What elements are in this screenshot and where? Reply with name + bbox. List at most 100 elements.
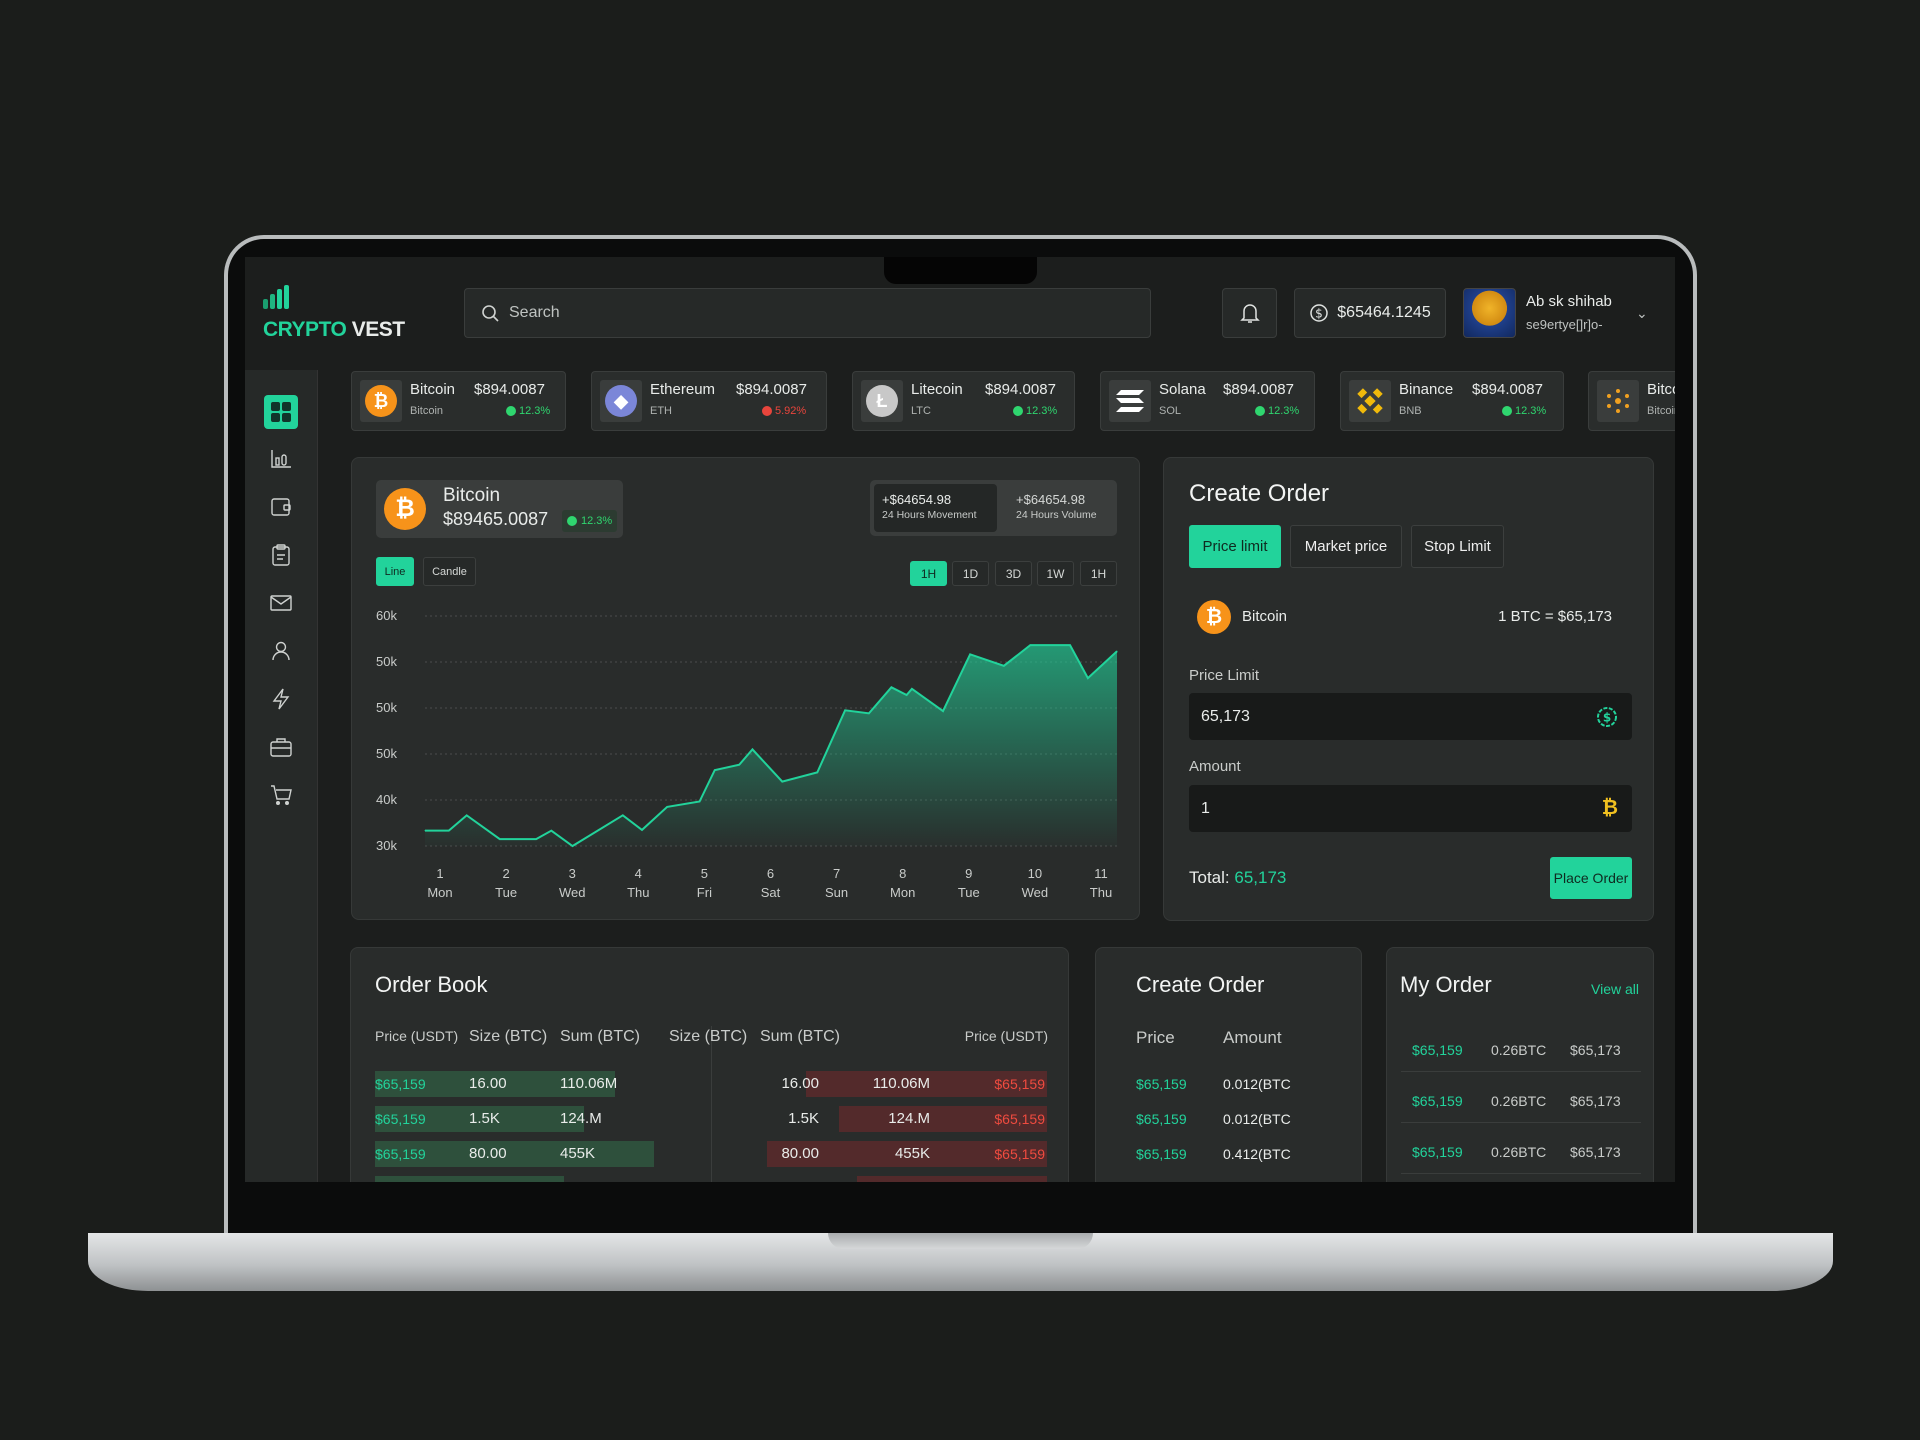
ask-size: 16.00 [781,1075,819,1092]
data-point [969,653,971,655]
litecoin-icon: Ł [866,385,898,417]
coin-change: 12.3% [1013,405,1057,417]
bid-depth-bar [375,1106,584,1132]
ask-price[interactable]: $65,159 [994,1111,1045,1127]
x-tick-label: 6 Sat [746,864,796,902]
arrow-up-icon [506,406,516,416]
x-tick-weekday: Sat [760,885,781,900]
column-header: Amount [1223,1028,1282,1047]
order-price: $65,159 [1136,1146,1187,1162]
sidebar-item-profile[interactable] [264,634,298,668]
ask-depth-bar [857,1176,1047,1182]
timeframe-1h-alt[interactable]: 1H [1080,561,1117,586]
coin-card-litecoin[interactable]: Ł Litecoin LTC $894.0087 12.3% [852,371,1075,431]
avatar[interactable] [1463,288,1516,338]
notifications-button[interactable] [1222,288,1277,338]
bid-price[interactable]: $65,159 [375,1076,426,1092]
x-tick-weekday: Thu [627,885,650,900]
sidebar-item-wallet[interactable] [264,490,298,524]
row-separator [1401,1071,1641,1072]
balance-display[interactable]: $ $65464.1245 [1294,288,1446,338]
sidebar-item-reports[interactable] [264,538,298,572]
order-price: $65,159 [1136,1111,1187,1127]
bid-price[interactable]: $65,159 [375,1176,426,1182]
ethereum-icon: ◆ [605,385,637,417]
coin-name: Bitcoin [410,381,456,398]
bid-depth-bar [375,1176,564,1182]
data-point [906,694,908,696]
timeframe-1h[interactable]: 1H [910,561,947,586]
coin-price: $894.0087 [985,381,1056,398]
amount-input[interactable]: 1 ₿ [1189,785,1632,832]
bid-price[interactable]: $65,159 [375,1111,426,1127]
x-tick-weekday: Thu [1089,885,1113,900]
x-tick-label: 2 Tue [481,864,531,902]
balance-value: $65464.1245 [1337,304,1431,321]
ask-size: 1.5K [788,1110,819,1127]
timeframe-3d[interactable]: 3D [995,561,1032,586]
view-all-link[interactable]: View all [1591,981,1639,997]
coin-price: $894.0087 [474,381,545,398]
data-point [942,710,944,712]
my-order-total: $65,173 [1570,1093,1621,1109]
coin-name: Litecoin [911,381,963,398]
data-point [466,814,468,816]
sidebar-item-activity[interactable] [264,682,298,716]
price-chart-panel: ₿ Bitcoin $89465.0087 12.3% +$64654.98 2… [351,457,1140,920]
movement-label: 24 Hours Movement [882,509,977,521]
coin-card-solana[interactable]: Solana SOL $894.0087 12.3% [1100,371,1315,431]
my-order-price[interactable]: $65,159 [1412,1144,1463,1160]
timeframe-1d[interactable]: 1D [952,561,989,586]
coin-card-bitcoin[interactable]: ₿ Bitcoin Bitcoin $894.0087 12.3% [351,371,566,431]
ask-price[interactable]: $65,159 [994,1176,1045,1182]
x-tick-day: 11 [1094,866,1108,881]
x-tick-day: 3 [568,866,576,881]
my-order-price[interactable]: $65,159 [1412,1042,1463,1058]
data-point [868,712,870,714]
wallet-icon [271,498,291,516]
mail-icon [270,595,292,611]
coin-card-binance[interactable]: Binance BNB $894.0087 12.3% [1340,371,1564,431]
order-book-panel: Order Book Price (USDT) Size (BTC) Sum (… [350,947,1069,1182]
place-order-button[interactable]: Place Order [1550,857,1632,899]
sidebar-item-messages[interactable] [264,586,298,620]
svg-text:$: $ [1315,307,1323,321]
sidebar-item-portfolio[interactable] [264,730,298,764]
ask-price[interactable]: $65,159 [994,1146,1045,1162]
tab-market-price[interactable]: Market price [1290,525,1402,568]
coin-change: 12.3% [506,405,550,417]
search-input[interactable]: Search [464,288,1151,338]
column-header: Sum (BTC) [560,1028,640,1045]
panel-title: Order Book [375,972,488,997]
coin-card-bitcoin-2[interactable]: Bitcoin Bitcoin [1588,371,1675,431]
my-order-price[interactable]: $65,159 [1412,1093,1463,1109]
tab-price-limit[interactable]: Price limit [1189,525,1281,568]
ask-depth-bar [839,1106,1047,1132]
sidebar-item-analytics[interactable] [264,442,298,476]
coin-card-ethereum[interactable]: ◆ Ethereum ETH $894.0087 5.92% [591,371,827,431]
sidebar-item-dashboard[interactable] [264,395,298,429]
chevron-down-icon[interactable]: ⌄ [1636,305,1648,321]
x-tick-label: 9 Tue [944,864,994,902]
coin-symbol: Bitcoin [410,405,444,417]
chart-type-candle[interactable]: Candle [423,557,476,586]
data-point [1116,650,1118,652]
timeframe-1w[interactable]: 1W [1037,561,1074,586]
bid-sum: 455K [560,1145,596,1162]
my-order-amount: 0.26BTC [1491,1093,1547,1109]
price-chart [424,615,1118,848]
x-tick-weekday: Wed [1021,885,1049,900]
ask-size: 45.22 [781,1176,819,1182]
ask-price[interactable]: $65,159 [994,1076,1045,1092]
logo[interactable]: CRYPTO VEST [263,285,405,342]
price-limit-input[interactable]: 65,173 $ [1189,693,1632,740]
camera-notch [884,257,1037,284]
y-tick-label: 30k [376,838,397,853]
tab-stop-limit[interactable]: Stop Limit [1411,525,1504,568]
data-point [448,830,450,832]
bid-price[interactable]: $65,159 [375,1146,426,1162]
sidebar-item-shop[interactable] [264,778,298,812]
chart-type-line[interactable]: Line [376,557,414,586]
create-order-list-panel: Create Order Price Amount $65,159 0.012(B… [1095,947,1362,1182]
data-point [572,845,574,847]
